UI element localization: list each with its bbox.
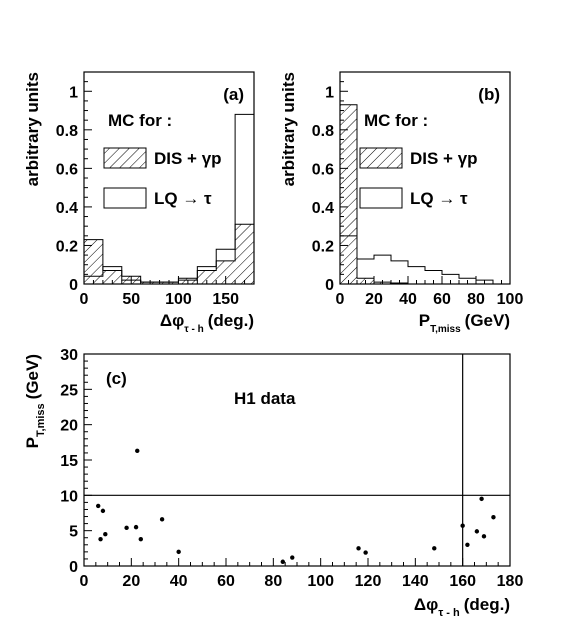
panel-c-data-point: [460, 523, 465, 528]
panel-a-ytick-label: 0.8: [56, 123, 78, 140]
panel-a-ytick-label: 0.6: [56, 161, 78, 178]
panel-c-ytick-label: 30: [60, 347, 78, 364]
panel-c-label: (c): [106, 369, 127, 388]
panel-c-data-point: [98, 536, 103, 542]
panel-b-ylabel: arbitrary units: [279, 72, 298, 186]
panel-c-xtick-label: 40: [170, 573, 188, 590]
panel-c-data-point: [479, 496, 484, 502]
panel-b-hatched-bar: [340, 104, 357, 284]
panel-b-legend-swatch-open: [359, 187, 403, 209]
panel-a-xtick-label: 50: [122, 291, 140, 308]
panel-a-ytick-label: 0: [69, 277, 78, 294]
panel-a-ylabel: arbitrary units: [23, 72, 42, 186]
panel-c-data-point: [363, 550, 368, 555]
panel-a-label: (a): [223, 85, 244, 104]
panel-a-legend-swatch-hatched: [103, 147, 147, 169]
panel-b-xtick-label: 60: [433, 291, 451, 308]
panel-c-ytick-label: 25: [60, 382, 78, 399]
panel-c-data-point: [103, 532, 108, 537]
panel-b-ytick-label: 0.6: [312, 161, 334, 178]
panel-c-data-point: [465, 542, 470, 547]
panel-b-xtick-label: 20: [365, 291, 383, 308]
panel-b-label: (b): [478, 85, 500, 104]
panel-c-ytick-label: 10: [60, 488, 78, 505]
panel-c-data-point: [138, 536, 143, 542]
panel-c-xtick-label: 160: [449, 573, 476, 590]
panel-a-hatched-bar: [84, 239, 103, 284]
panel-c-data-point: [176, 549, 181, 555]
panel-a-hatched-bar: [197, 270, 217, 284]
panel-b-legend-entry: DIS + γp: [410, 149, 478, 168]
panel-b-ytick-label: 0: [325, 277, 334, 294]
panel-b-legend-swatch-hatched: [359, 147, 403, 169]
panel-c-annotation: H1 data: [234, 389, 296, 408]
panel-b-ytick-label: 0.8: [312, 123, 334, 140]
panel-a-ytick-label: 0.4: [56, 200, 78, 217]
panel-a-xtick-label: 100: [165, 291, 192, 308]
panel-c-data-point: [432, 546, 437, 551]
panel-c-data-point: [280, 559, 285, 564]
panel-c-data-point: [290, 555, 295, 560]
panel-c-data-point: [124, 525, 129, 531]
panel-c-data-point: [491, 515, 496, 520]
panel-c-data-point: [135, 448, 140, 454]
panel-a-legend-entry: LQ → τ: [154, 189, 212, 208]
panel-a-ytick-label: 1: [69, 84, 78, 101]
panel-b-xlabel: PT,miss (GeV): [419, 311, 510, 335]
panel-b-ytick-label: 1: [325, 84, 334, 101]
panel-c-data-point: [474, 529, 480, 534]
panel-b-legend-entry: LQ → τ: [410, 189, 468, 208]
panel-c-xtick-label: 20: [122, 573, 140, 590]
panel-a-legend-entry: DIS + γp: [154, 149, 222, 168]
panel-c-frame: [83, 353, 511, 567]
panel-a-legend-title: MC for :: [108, 111, 172, 130]
panel-c-xtick-label: 60: [217, 573, 235, 590]
panel-c-xtick-label: 180: [497, 573, 524, 590]
panel-a-hatched-bar: [235, 224, 254, 284]
panel-c-data-point: [159, 517, 165, 522]
panel-b-ytick-label: 0.2: [312, 238, 334, 255]
panel-b-ytick-label: 0.4: [312, 200, 334, 217]
panel-a-xtick-label: 150: [212, 291, 239, 308]
panel-c-data-point: [100, 508, 106, 514]
panel-b-legend-title: MC for :: [364, 111, 428, 130]
panel-c-data-point: [481, 534, 487, 539]
panel-c-xtick-label: 120: [355, 573, 382, 590]
panel-c-xlabel: Δφτ - h (deg.): [414, 595, 510, 619]
panel-a-hatched-bar: [102, 270, 122, 284]
panel-a-hatched-bar: [216, 260, 236, 284]
panel-a-ytick-label: 0.2: [56, 238, 78, 255]
panel-c-ylabel: PT,miss(GeV): [23, 354, 47, 448]
panel-c-ytick-label: 0: [69, 559, 78, 576]
panel-c-xtick-label: 100: [307, 573, 334, 590]
panel-c-xtick-label: 140: [402, 573, 429, 590]
panel-b-xtick-label: 80: [467, 291, 485, 308]
panel-b-xtick-label: 0: [336, 291, 345, 308]
panel-a-xlabel: Δφτ - h (deg.): [160, 311, 254, 335]
panel-b-xtick-label: 100: [497, 291, 524, 308]
panel-c-xtick-label: 80: [264, 573, 282, 590]
panel-b-open-histogram: [339, 235, 510, 285]
panel-c-data-point: [96, 503, 101, 509]
panel-a-legend-swatch-open: [103, 187, 147, 209]
panel-c-ytick-label: 20: [60, 418, 78, 435]
panel-c-ytick-label: 5: [69, 524, 78, 541]
panel-c-ytick-label: 15: [60, 453, 78, 470]
panel-a-xtick-label: 0: [80, 291, 89, 308]
panel-b-xtick-label: 40: [399, 291, 417, 308]
panel-c-data-point: [133, 524, 139, 530]
panel-c-data-point: [356, 546, 361, 551]
panel-c-xtick-label: 0: [80, 573, 89, 590]
